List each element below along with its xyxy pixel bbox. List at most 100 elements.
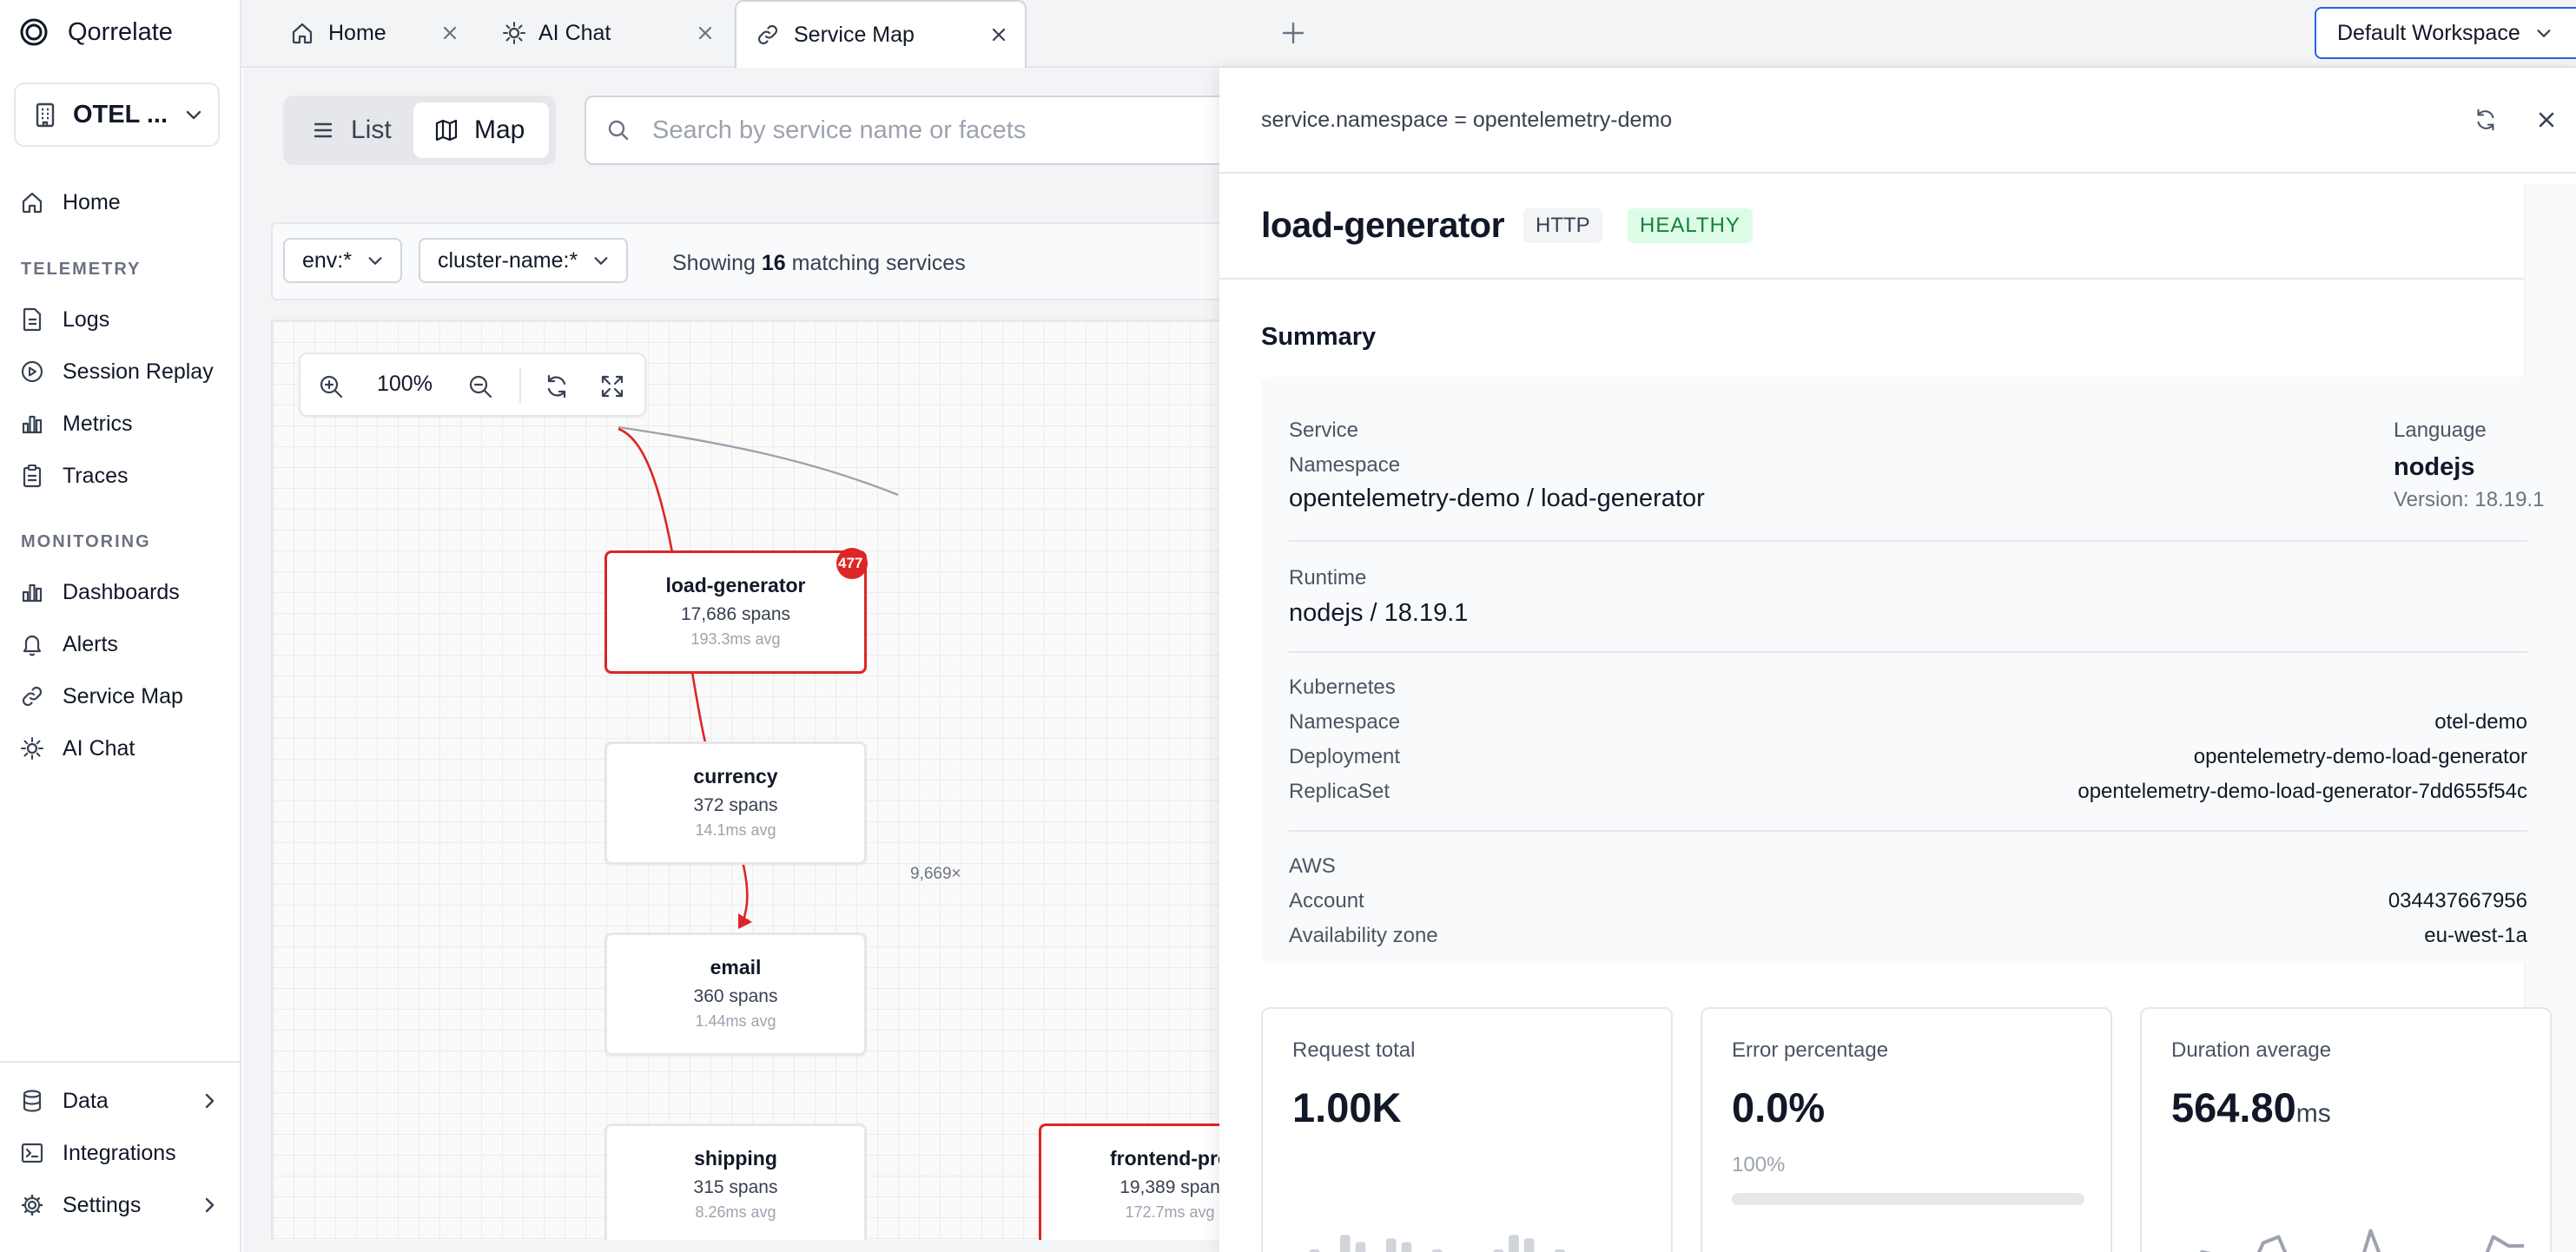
- close-icon[interactable]: [695, 23, 716, 43]
- service-node-load-generator[interactable]: load-generator 17,686 spans 193.3ms avg …: [604, 548, 868, 674]
- home-icon: [19, 189, 45, 215]
- lightbulb-icon: [502, 21, 526, 45]
- cluster-name-filter[interactable]: cluster-name:*: [419, 238, 629, 283]
- lightbulb-icon: [19, 735, 45, 761]
- link-icon: [756, 23, 780, 47]
- bell-icon: [19, 631, 45, 657]
- request-bar: [1385, 1238, 1397, 1252]
- duration-average-card[interactable]: Duration average 564.80ms: [2140, 1007, 2552, 1252]
- service-namespace-value: opentelemetry-demo / load-generator: [1289, 484, 1705, 512]
- tab-label: Service Map: [794, 22, 915, 47]
- k8s-deployment-value: opentelemetry-demo-load-generator: [2193, 745, 2527, 768]
- filter-label: env:*: [302, 247, 352, 273]
- node-avg: 1.44ms avg: [695, 1012, 776, 1030]
- terminal-icon: [19, 1140, 45, 1166]
- workspace-select[interactable]: OTEL ...: [14, 82, 220, 147]
- showing-suffix: matching services: [791, 251, 966, 275]
- kubernetes-label: Kubernetes: [1289, 675, 1396, 699]
- map-icon: [434, 118, 459, 142]
- request-bar: [1340, 1235, 1351, 1252]
- sidebar-divider: [0, 1061, 241, 1063]
- error-percentage-card[interactable]: Error percentage 0.0% 100%: [1701, 1007, 2112, 1252]
- node-name: email: [710, 956, 762, 979]
- sidebar-item-integrations[interactable]: Integrations: [19, 1131, 228, 1175]
- sidebar-item-home[interactable]: Home: [19, 181, 228, 224]
- database-icon: [19, 1088, 45, 1114]
- list-view-button[interactable]: List: [290, 102, 413, 158]
- zoom-in-icon[interactable]: [316, 372, 346, 401]
- request-bar: [1523, 1238, 1535, 1252]
- request-bar: [1401, 1242, 1412, 1252]
- sidebar-item-dashboards[interactable]: Dashboards: [19, 570, 228, 614]
- sidebar-item-metrics[interactable]: Metrics: [19, 402, 228, 445]
- home-icon: [290, 21, 314, 45]
- summary-card: Service Namespace opentelemetry-demo / l…: [1261, 377, 2555, 964]
- language-value: nodejs: [2394, 453, 2475, 481]
- close-icon[interactable]: [439, 23, 460, 43]
- building-icon: [33, 102, 57, 128]
- panel-title-row: load-generator HTTP HEALTHY: [1219, 174, 2576, 280]
- status-badge: HEALTHY: [1628, 208, 1753, 243]
- section-monitoring: MONITORING: [21, 532, 151, 551]
- node-spans: 19,389 span: [1120, 1177, 1220, 1197]
- chevron-down-icon: [183, 104, 204, 125]
- k8s-namespace-label: Namespace: [1289, 710, 1401, 734]
- namespace-filter-text: service.namespace = opentelemetry-demo: [1261, 108, 1673, 132]
- sidebar-item-ai-chat[interactable]: AI Chat: [19, 727, 228, 770]
- env-filter[interactable]: env:*: [283, 238, 402, 283]
- tab-ai-chat[interactable]: AI Chat: [488, 0, 731, 66]
- aws-label: AWS: [1289, 854, 1336, 878]
- sidebar-item-logs[interactable]: Logs: [19, 298, 228, 341]
- fit-view-icon[interactable]: [598, 372, 627, 401]
- aws-account-value: 034437667956: [2388, 889, 2527, 913]
- metric-unit: ms: [2295, 1099, 2331, 1128]
- service-node-shipping[interactable]: shipping 315 spans 8.26ms avg: [604, 1124, 867, 1240]
- metric-number: 564.80: [2171, 1084, 2296, 1130]
- tab-service-map[interactable]: Service Map: [735, 0, 1027, 68]
- error-progress-bar: [1732, 1193, 2084, 1205]
- service-node-email[interactable]: email 360 spans 1.44ms avg: [604, 932, 867, 1056]
- request-total-card[interactable]: Request total 1.00K: [1261, 1007, 1673, 1252]
- sidebar-item-settings[interactable]: Settings: [19, 1183, 228, 1227]
- sidebar-item-traces[interactable]: Traces: [19, 454, 228, 498]
- workspace-label: OTEL ...: [73, 100, 168, 128]
- gear-icon: [19, 1192, 45, 1218]
- list-icon: [311, 118, 335, 142]
- service-node-currency[interactable]: currency 372 spans 14.1ms avg: [604, 741, 867, 865]
- sidebar-item-alerts[interactable]: Alerts: [19, 623, 228, 666]
- filter-label: cluster-name:*: [438, 247, 578, 273]
- matching-services-count: Showing 16 matching services: [672, 251, 966, 276]
- zoom-controls: 100%: [299, 353, 646, 417]
- runtime-label: Runtime: [1289, 566, 1367, 590]
- request-sparkline: [1309, 1235, 1565, 1252]
- summary-heading: Summary: [1261, 323, 1377, 351]
- sidebar-item-service-map[interactable]: Service Map: [19, 675, 228, 718]
- sidebar-item-label: Alerts: [63, 631, 118, 656]
- sidebar-item-session-replay[interactable]: Session Replay: [19, 350, 228, 393]
- k8s-replicaset-label: ReplicaSet: [1289, 780, 1390, 803]
- request-bar: [1555, 1249, 1565, 1252]
- language-label: Language: [2394, 418, 2487, 442]
- close-icon[interactable]: [2534, 108, 2559, 132]
- k8s-namespace-value: otel-demo: [2434, 710, 2527, 734]
- close-icon[interactable]: [988, 24, 1009, 45]
- edge-load-generator-to-external: [618, 425, 899, 497]
- brand[interactable]: Qorrelate: [19, 17, 173, 47]
- divider: [1289, 830, 2527, 832]
- node-name: load-generator: [665, 574, 806, 596]
- service-detail-panel: service.namespace = opentelemetry-demo l…: [1219, 68, 2576, 1252]
- tab-home[interactable]: Home: [241, 0, 476, 66]
- refresh-icon[interactable]: [542, 372, 571, 401]
- map-view-button[interactable]: Map: [413, 102, 549, 158]
- default-workspace-select[interactable]: Default Workspace: [2315, 7, 2576, 59]
- zoom-out-icon[interactable]: [466, 372, 495, 401]
- new-tab-plus-icon[interactable]: [1279, 19, 1307, 47]
- chevron-down-icon: [366, 251, 385, 270]
- showing-count: 16: [761, 251, 786, 275]
- zoom-level: 100%: [377, 372, 433, 396]
- metric-sub: 100%: [1732, 1153, 1786, 1176]
- sidebar-item-data[interactable]: Data: [19, 1079, 228, 1123]
- showing-prefix: Showing: [672, 251, 756, 275]
- protocol-tag: HTTP: [1523, 208, 1602, 243]
- refresh-icon[interactable]: [2472, 106, 2500, 134]
